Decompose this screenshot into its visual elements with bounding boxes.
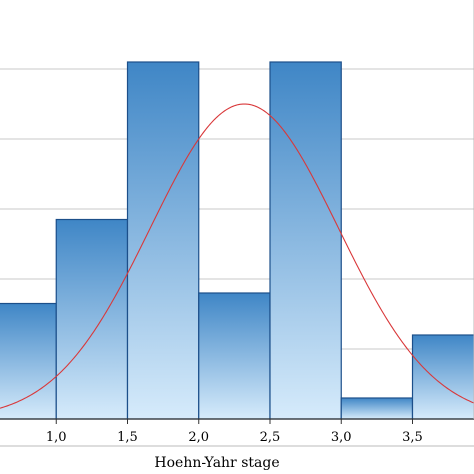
bar-7: [411, 334, 474, 420]
x-axis-label: Hoehn-Yahr stage: [154, 455, 279, 471]
bar-1: [0, 302, 57, 420]
bar-6: [340, 397, 414, 420]
x-tick-label-1: 1,0: [46, 430, 67, 445]
x-tick-label-6: 3,5: [402, 430, 423, 445]
bars: [0, 61, 474, 420]
bar-5: [269, 61, 342, 420]
x-tick-labels: 1,01,52,02,53,03,54: [46, 430, 423, 445]
bar-4: [198, 292, 271, 420]
axes: [0, 0, 474, 447]
x-tick-label-2: 1,5: [117, 430, 138, 445]
bar-3: [126, 61, 200, 420]
normal-curve-layer: [0, 103, 474, 409]
normal-curve: [0, 103, 474, 409]
bar-2: [55, 218, 129, 420]
x-tick-label-5: 3,0: [331, 430, 352, 445]
x-tick-label-4: 2,5: [260, 430, 281, 445]
x-tick-label-3: 2,0: [188, 430, 209, 445]
